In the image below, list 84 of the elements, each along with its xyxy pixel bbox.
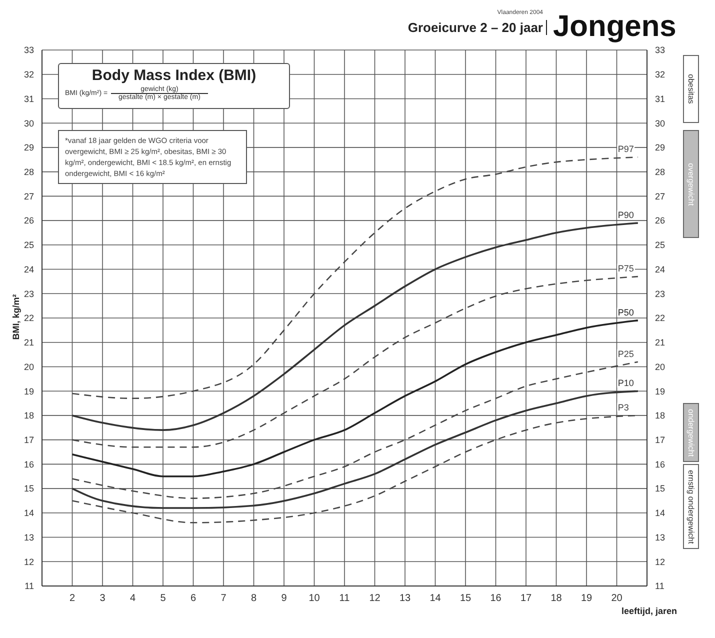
y-tick-label: 25 [24,240,34,250]
y-tick-label: 17 [24,435,34,446]
line-series [71,390,639,509]
y2-tick-label: 16 [655,459,666,470]
y-tick-label: 31 [24,94,34,104]
y2-tick-label: 32 [655,70,666,80]
x-tick-label: 7 [220,593,227,604]
y2-tick-label: 23 [655,288,666,299]
y-tick-label: 11 [24,581,34,592]
y2-tick-label: 19 [655,386,666,396]
y-tick-label: 32 [24,70,34,80]
series-label: P50 [618,307,634,318]
x-tick-label: 10 [308,593,320,604]
y-tick-label: 29 [24,142,34,153]
line-series [71,222,639,431]
x-tick-label: 4 [130,593,136,604]
y2-tick-label: 25 [655,240,666,250]
chart-subtitle: Groeicurve 2 – 20 jaar [308,20,547,35]
x-tick-label: 15 [460,593,472,604]
y-tick-label: 22 [24,313,34,324]
line-series [71,320,639,478]
x-tick-label: 2 [69,593,76,604]
x-tick-label: 20 [611,593,623,604]
y2-tick-label: 11 [655,581,664,592]
y-tick-label: 14 [24,508,34,518]
y-tick-label: 27 [24,191,34,202]
y2-tick-label: 15 [655,484,666,494]
y-tick-label: 24 [24,264,34,274]
x-tick-label: 19 [580,593,592,604]
series-label: P25 [618,348,634,359]
series-label: P90 [618,210,634,220]
line-series [72,361,639,499]
y2-tick-label: 31 [655,94,666,104]
x-tick-label: 8 [250,593,257,604]
x-tick-label: 6 [190,593,196,604]
x-tick-label: 13 [399,593,411,604]
y-tick-label: 26 [24,216,34,226]
y-tick-label: 18 [24,410,34,421]
y2-tick-label: 17 [655,435,666,446]
y2-tick-label: 12 [655,556,666,567]
text: overgewicht [686,162,696,206]
x-tick-label: 9 [281,593,288,604]
y2-tick-label: 27 [655,191,666,202]
chart-title: Jongens [553,10,676,44]
y-tick-label: 15 [24,484,34,494]
text: ernstig ondergewicht [686,470,696,544]
text: obesitas [686,74,696,104]
y2-tick-label: 28 [655,167,666,178]
y-axis-title: BMI, kg/m² [11,293,21,342]
text: ondergewicht [686,408,696,456]
series-label: P3 [618,402,629,412]
y2-tick-label: 30 [655,118,666,128]
series-label: P10 [618,378,634,388]
y2-tick-label: 22 [655,313,666,324]
y-tick-label: 21 [24,338,34,348]
x-tick-label: 14 [430,593,442,604]
line-series [72,276,639,448]
y2-tick-label: 24 [655,264,666,274]
y2-tick-label: 26 [655,216,666,226]
x-tick-label: 3 [100,593,106,604]
x-axis-title: leeftijd, jaren [620,606,677,616]
x-tick-label: 16 [490,593,502,604]
y2-tick-label: 18 [655,410,666,421]
y2-tick-label: 13 [655,532,666,542]
y2-tick-label: 21 [655,338,666,348]
y-tick-label: 33 [24,45,34,56]
y-tick-label: 30 [24,118,34,128]
y-tick-label: 12 [24,556,34,567]
x-tick-label: 11 [339,593,350,604]
y2-tick-label: 29 [655,142,666,153]
x-tick-label: 5 [160,593,166,604]
y-tick-label: 20 [24,362,34,372]
x-tick-label: 17 [520,593,532,604]
x-tick-label: 18 [550,593,562,604]
y2-tick-label: 33 [655,45,666,56]
y-tick-label: 28 [24,167,34,178]
y2-tick-label: 20 [655,362,666,372]
y-tick-label: 16 [24,459,34,470]
x-tick-label: 12 [369,593,381,604]
y-tick-label: 19 [24,386,34,396]
annotation: Body Mass Index (BMI) [90,67,258,84]
y-tick-label: 13 [24,532,34,542]
y2-tick-label: 14 [655,508,666,518]
y-tick-label: 23 [24,288,34,299]
